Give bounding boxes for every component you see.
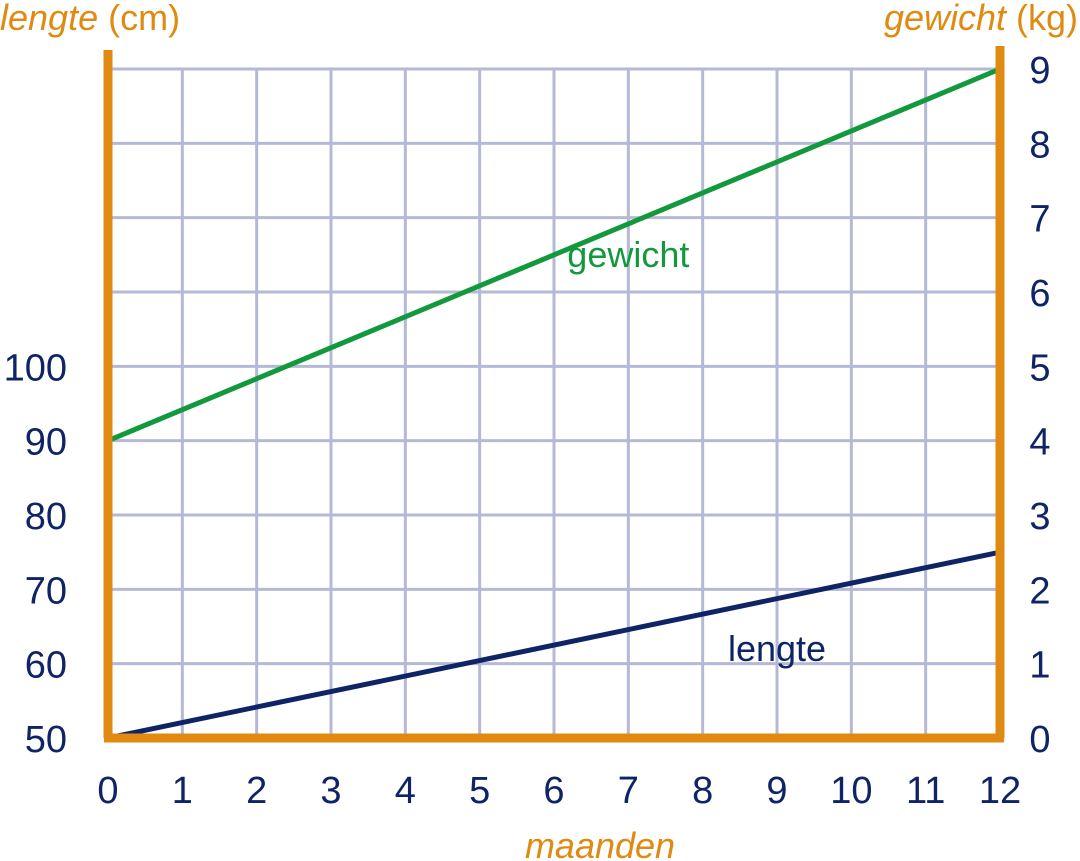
left-tick-label: 90 (25, 422, 67, 464)
x-tick-label: 8 (692, 770, 713, 812)
left-tick-label: 50 (25, 719, 67, 761)
x-tick-label: 2 (246, 770, 267, 812)
right-tick-label: 6 (1029, 273, 1050, 315)
series-layer: gewicht lengte (105, 66, 1003, 741)
left-tick-label: 80 (25, 496, 67, 538)
left-tick-label: 100 (4, 347, 67, 389)
x-tick-label: 10 (830, 770, 872, 812)
axes (103, 46, 1005, 743)
left-axis-title-italic: lengte (0, 0, 98, 38)
right-tick-label: 1 (1029, 645, 1050, 687)
right-tick-label: 7 (1029, 199, 1050, 241)
left-axis-title-unit: (cm) (108, 0, 180, 38)
left-axis-title: lengte (cm) (0, 0, 180, 38)
x-tick-label: 5 (469, 770, 490, 812)
right-tick-label: 5 (1029, 347, 1050, 389)
series-line-lengte (105, 549, 1003, 741)
x-tick-label: 0 (97, 770, 118, 812)
x-tick-label: 1 (172, 770, 193, 812)
x-tick-label: 3 (320, 770, 341, 812)
x-tick-label: 9 (766, 770, 787, 812)
right-tick-label: 8 (1029, 124, 1050, 166)
grid (106, 67, 1002, 740)
right-axis-title-unit: (kg) (1016, 0, 1078, 38)
right-tick-label: 9 (1029, 50, 1050, 92)
right-tick-label: 4 (1029, 422, 1050, 464)
series-label-gewicht: gewicht (567, 234, 689, 275)
left-tick-label: 70 (25, 570, 67, 612)
right-axis-title: gewicht (kg) (884, 0, 1078, 38)
x-tick-label: 12 (979, 770, 1021, 812)
left-tick-label: 60 (25, 645, 67, 687)
series-line-gewicht (105, 66, 1003, 444)
right-tick-label: 2 (1029, 570, 1050, 612)
right-tick-label: 3 (1029, 496, 1050, 538)
right-tick-label: 0 (1029, 719, 1050, 761)
x-tick-label: 6 (543, 770, 564, 812)
x-tick-label: 11 (906, 770, 945, 812)
right-axis-title-italic: gewicht (884, 0, 1008, 38)
series-label-lengte: lengte (728, 628, 826, 669)
x-tick-label: 4 (395, 770, 416, 812)
x-axis-title: maanden (525, 825, 675, 861)
x-tick-label: 7 (618, 770, 639, 812)
